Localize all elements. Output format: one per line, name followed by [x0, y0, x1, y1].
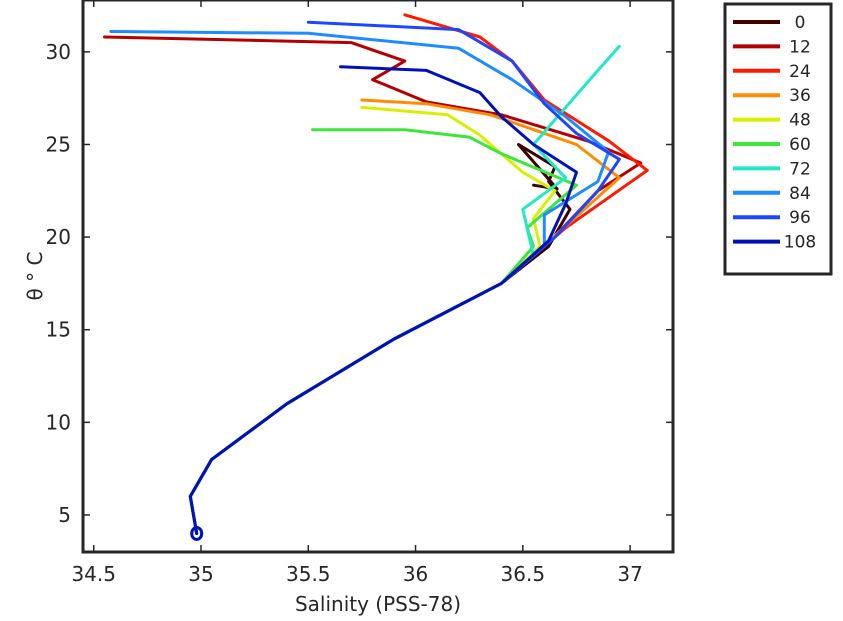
y-axis-label: θ ° C: [23, 252, 47, 301]
legend-label: 72: [789, 159, 811, 179]
x-axis: 34.5 35 35.5 36 36.5 37: [71, 0, 643, 586]
x-axis-label: Salinity (PSS-78): [295, 592, 461, 616]
legend-label: 48: [789, 111, 811, 131]
y-tick-label: 30: [46, 40, 71, 64]
legend-label: 24: [789, 62, 811, 82]
legend-box: [723, 2, 833, 276]
legend-label: 84: [789, 184, 811, 204]
legend-label: 96: [789, 208, 811, 228]
legend-label: 36: [789, 86, 811, 106]
series-layer: [103, 13, 649, 541]
x-tick-label: 37: [617, 562, 642, 586]
y-tick-label: 10: [46, 410, 71, 434]
legend: 0 12 24 36 48 60 72 84 96 108: [723, 2, 833, 276]
y-tick-label: 15: [46, 318, 71, 342]
x-tick-label: 35: [188, 562, 213, 586]
y-tick-label: 20: [46, 225, 71, 249]
legend-label: 108: [784, 233, 816, 253]
x-tick-label: 36.5: [501, 562, 546, 586]
y-tick-label: 25: [46, 132, 71, 156]
plot-frame: [81, 0, 675, 554]
y-axis: 5 10 15 20 25 30: [46, 40, 673, 527]
deep-water-point: [190, 525, 204, 541]
series-line-108: [188, 65, 578, 535]
legend-label: 12: [789, 37, 811, 57]
x-tick-label: 35.5: [286, 562, 331, 586]
x-tick-label: 34.5: [71, 562, 116, 586]
legend-label: 0: [795, 13, 806, 33]
x-tick-label: 36: [403, 562, 428, 586]
y-tick-label: 5: [58, 503, 71, 527]
legend-label: 60: [789, 135, 811, 155]
